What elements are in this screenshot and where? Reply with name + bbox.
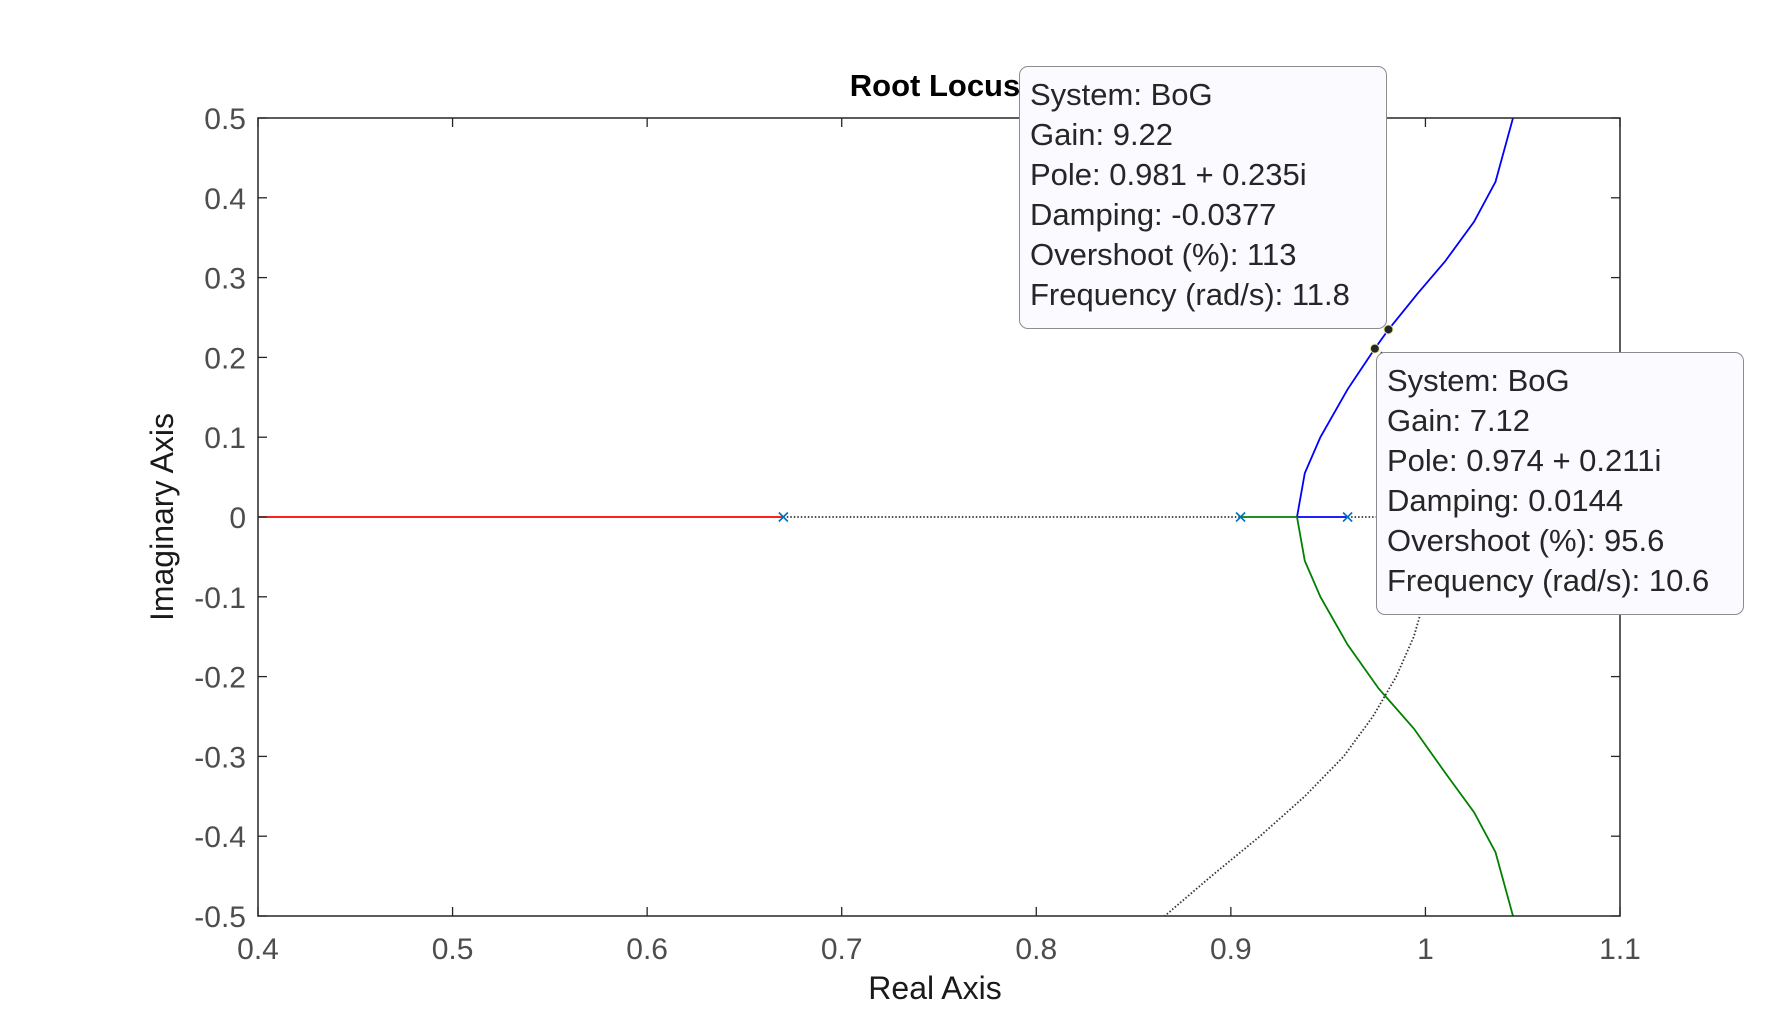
x-tick-label: 0.7 — [821, 933, 863, 966]
datatip-pole: Pole: 0.974 + 0.211i — [1387, 443, 1662, 478]
datatip-frequency: Frequency (rad/s): 10.6 — [1387, 563, 1710, 598]
y-tick-label: -0.4 — [194, 821, 246, 854]
datatip-damping: Damping: 0.0144 — [1387, 483, 1624, 518]
x-tick-label: 0.8 — [1015, 933, 1057, 966]
datatip-gain: Gain: 7.12 — [1387, 403, 1531, 438]
x-axis-title: Real Axis — [868, 970, 1001, 1006]
x-tick-label: 0.6 — [626, 933, 668, 966]
x-tick-labels: 0.4 0.5 0.6 0.7 0.8 0.9 1 1.1 — [237, 933, 1641, 966]
y-tick-label: -0.2 — [194, 662, 246, 695]
locus-curves — [258, 117, 1514, 917]
chart-title: Root Locus — [850, 68, 1021, 103]
datatip-gain-7-12[interactable]: System: BoG Gain: 7.12 Pole: 0.974 + 0.2… — [1376, 352, 1744, 615]
y-tick-label: -0.1 — [194, 582, 246, 615]
y-tick-label: 0.5 — [204, 103, 246, 136]
y-tick-label: 0.3 — [204, 263, 246, 296]
datatip-system: System: BoG — [1030, 77, 1213, 112]
y-tick-labels: 0.5 0.4 0.3 0.2 0.1 0 -0.1 -0.2 -0.3 -0.4 -0.5 — [194, 103, 246, 934]
y-tick-label: 0.4 — [204, 183, 246, 216]
x-tick-label: 1.1 — [1599, 933, 1641, 966]
pole-marker-2 — [1342, 511, 1353, 523]
open-loop-poles — [778, 511, 1353, 523]
x-tick-label: 0.5 — [432, 933, 474, 966]
datatip-system: System: BoG — [1387, 363, 1570, 398]
x-tick-label: 1 — [1417, 933, 1434, 966]
y-tick-label: 0 — [229, 502, 246, 535]
y-tick-label: -0.5 — [194, 901, 246, 934]
datatip-gain: Gain: 9.22 — [1030, 117, 1174, 152]
datatip-frequency: Frequency (rad/s): 11.8 — [1030, 277, 1350, 312]
datatip-pole: Pole: 0.981 + 0.235i — [1030, 157, 1307, 192]
pole-marker-0 — [778, 511, 789, 523]
datatip-marker-0 — [1383, 324, 1394, 335]
pole-marker-1 — [1235, 511, 1246, 523]
locus-branch-6 — [1164, 596, 1427, 917]
datatip-overshoot: Overshoot (%): 95.6 — [1387, 523, 1665, 558]
datatip-marker-1 — [1369, 343, 1380, 354]
y-tick-label: 0.2 — [204, 342, 246, 375]
x-tick-label: 0.9 — [1210, 933, 1252, 966]
datatip-damping: Damping: -0.0377 — [1030, 197, 1277, 232]
datatip-gain-9-22[interactable]: System: BoG Gain: 9.22 Pole: 0.981 + 0.2… — [1019, 66, 1387, 329]
y-tick-label: 0.1 — [204, 422, 246, 455]
locus-branch-2 — [1240, 516, 1514, 917]
y-tick-label: -0.3 — [194, 741, 246, 774]
y-axis-title: Imaginary Axis — [144, 413, 180, 621]
datatip-overshoot: Overshoot (%): 113 — [1030, 237, 1297, 272]
x-tick-label: 0.4 — [237, 933, 279, 966]
datatip-markers — [1369, 324, 1394, 354]
locus-branch-1 — [1295, 117, 1514, 518]
